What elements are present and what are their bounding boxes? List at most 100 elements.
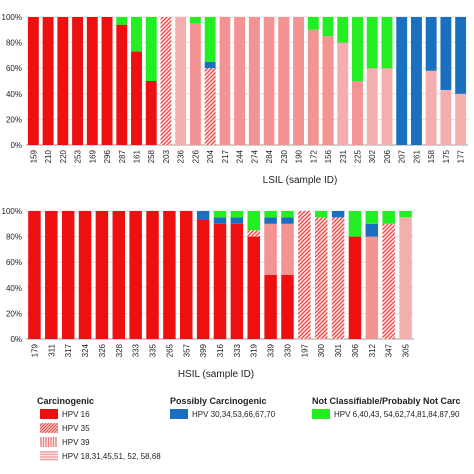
legend: Carcinogenic Possibly Carcinogenic Not C…	[0, 388, 474, 474]
bar-segment-hpv16	[57, 17, 69, 145]
bar-segment-possibly	[204, 61, 216, 69]
y-tick-label: 20%	[6, 309, 22, 318]
x-tick-label: 306	[351, 343, 360, 357]
bar-segment-hpv16	[247, 236, 260, 339]
x-tick-label: 300	[317, 343, 326, 357]
bar-segment-hpv35	[331, 217, 345, 339]
bar-segment-possibly	[365, 223, 379, 237]
bar-segment-notclass	[213, 211, 227, 218]
bar-segment-hpv16	[348, 236, 362, 339]
bar-segment-notclass	[366, 17, 378, 69]
x-tick-label: 287	[118, 149, 127, 163]
bar-segment-hpv18etc	[175, 17, 187, 145]
bar-segment-hpv16	[213, 223, 227, 339]
bar-segment-hpv35	[160, 17, 172, 145]
bar-segment-possibly	[455, 17, 467, 94]
x-tick-label: 253	[74, 149, 83, 163]
bar-segment-hpv16	[72, 17, 84, 145]
x-tick-label: 311	[47, 343, 56, 356]
y-tick-label: 0%	[10, 141, 22, 150]
x-tick-label: 207	[398, 149, 407, 163]
y-tick-label: 80%	[6, 39, 22, 48]
bar-segment-possibly	[410, 17, 422, 145]
x-tick-label: 172	[309, 149, 318, 163]
legend-swatch-hpv16	[40, 409, 58, 419]
y-tick-label: 100%	[2, 13, 22, 22]
x-tick-label: 220	[59, 149, 68, 163]
bar-segment-hpv35	[382, 223, 395, 339]
legend-item-hpv18etc: HPV 18,31,45,51, 52, 58,68	[40, 451, 161, 461]
x-tick-label: 274	[250, 149, 259, 163]
legend-item-possibly: HPV 30,34,53,66,67,70	[170, 409, 275, 419]
bar-segment-hpv39	[281, 223, 294, 275]
x-tick-label: 335	[149, 343, 158, 357]
bar-segment-hpv35	[314, 217, 328, 339]
x-tick-label: 265	[165, 343, 174, 357]
x-tick-label: 156	[324, 149, 333, 163]
x-tick-label: 158	[427, 149, 436, 163]
legend-swatch-hpv18etc	[40, 451, 58, 461]
y-tick-label: 20%	[6, 115, 22, 124]
legend-swatch-hpv39	[40, 437, 58, 447]
x-tick-label: 330	[283, 343, 292, 357]
bar-segment-possibly	[281, 217, 294, 224]
bar-segment-possibly	[440, 17, 452, 90]
bar-segment-hpv16	[112, 211, 126, 339]
bar-segment-hpv16	[28, 211, 41, 339]
bar-segment-hpv16	[230, 223, 244, 339]
x-axis-title: HSIL (sample ID)	[178, 369, 254, 380]
x-tick-label: 324	[81, 343, 90, 357]
bar-segment-hpv16	[145, 81, 157, 145]
bar-segment-hpv39	[293, 17, 305, 145]
bar-segment-possibly	[264, 217, 277, 224]
x-tick-label: 210	[44, 149, 53, 163]
bar-segment-hpv18etc	[337, 42, 349, 145]
bar-segment-hpv39	[189, 23, 201, 145]
chart-panel-0: 0% 20% 40% 60% 80% 100% 159 210 220 253 169 296 287 1…	[2, 13, 468, 186]
bar-segment-possibly	[196, 211, 210, 220]
bar-segment-hpv16	[146, 211, 159, 339]
x-tick-label: 357	[182, 343, 191, 357]
x-tick-label: 175	[442, 149, 451, 163]
legend-label-hpv39: HPV 39	[62, 437, 90, 447]
bar-segment-hpv16	[61, 211, 75, 339]
bar-segment-notclass	[204, 17, 216, 62]
legend-swatch-hpv35	[40, 423, 58, 433]
bar-segment-hpv39	[307, 29, 319, 145]
x-tick-label: 302	[368, 149, 377, 163]
bar-segment-notclass	[399, 211, 412, 218]
chart-area: 0% 20% 40% 60% 80% 100% 159 210 220 253 169 296 287 1…	[2, 13, 468, 380]
y-tick-label: 60%	[6, 258, 22, 267]
y-tick-label: 40%	[6, 284, 22, 293]
x-tick-label: 190	[295, 149, 304, 163]
legend-item-notclass: HPV 6,40,43, 54,62,74,81,84,87,90	[312, 409, 459, 419]
y-tick-label: 80%	[6, 233, 22, 242]
x-tick-label: 258	[147, 149, 156, 163]
y-tick-label: 40%	[6, 90, 22, 99]
bar-segment-hpv16	[95, 211, 109, 339]
legend-label-notclass: HPV 6,40,43, 54,62,74,81,84,87,90	[334, 409, 460, 419]
bar-segment-notclass	[116, 17, 128, 25]
legend-label-hpv35: HPV 35	[62, 423, 90, 433]
bar-segment-hpv35	[204, 68, 216, 145]
legend-item-hpv39: HPV 39	[40, 437, 90, 447]
x-tick-label: 319	[250, 343, 259, 357]
legend-carcinogenic-title: Carcinogenic	[37, 396, 95, 406]
bar-segment-notclass	[365, 211, 379, 224]
bar-segment-hpv16	[86, 17, 98, 145]
x-tick-label: 326	[98, 343, 107, 357]
bar-segment-notclass	[322, 17, 334, 37]
bar-segment-possibly	[331, 211, 345, 218]
bar-segment-hpv16	[116, 24, 128, 145]
bar-segment-hpv16	[27, 17, 39, 145]
x-tick-label: 244	[236, 149, 245, 163]
x-tick-label: 312	[368, 343, 377, 357]
x-tick-label: 217	[221, 149, 230, 163]
bar-segment-hpv39	[322, 36, 334, 146]
bar-segment-notclass	[314, 211, 328, 218]
bar-segment-hpv16	[196, 219, 210, 339]
x-tick-label: 236	[177, 149, 186, 163]
x-tick-label: 226	[191, 149, 200, 163]
x-tick-label: 197	[300, 343, 309, 357]
x-tick-label: 204	[206, 149, 215, 163]
